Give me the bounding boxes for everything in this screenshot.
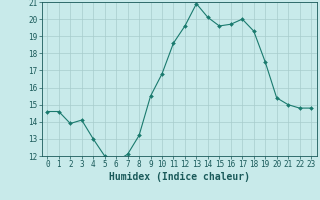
- X-axis label: Humidex (Indice chaleur): Humidex (Indice chaleur): [109, 172, 250, 182]
